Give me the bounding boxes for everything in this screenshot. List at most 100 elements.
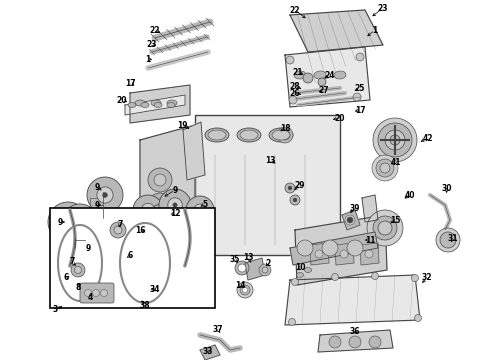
- Circle shape: [194, 204, 206, 216]
- Circle shape: [186, 196, 214, 224]
- Ellipse shape: [208, 130, 226, 140]
- Circle shape: [372, 155, 398, 181]
- Polygon shape: [318, 330, 393, 352]
- Circle shape: [48, 202, 88, 242]
- Ellipse shape: [272, 130, 290, 140]
- Ellipse shape: [135, 100, 145, 106]
- Circle shape: [315, 250, 323, 258]
- Circle shape: [373, 216, 397, 240]
- Bar: [50, 208, 215, 308]
- Circle shape: [93, 289, 99, 297]
- Ellipse shape: [240, 130, 258, 140]
- Circle shape: [289, 96, 297, 104]
- Text: 24: 24: [325, 71, 335, 80]
- Text: 38: 38: [140, 301, 150, 310]
- Circle shape: [133, 195, 163, 225]
- Circle shape: [156, 212, 168, 224]
- Text: 33: 33: [203, 347, 213, 356]
- Text: 22: 22: [290, 5, 300, 14]
- Circle shape: [62, 204, 98, 240]
- Circle shape: [141, 203, 155, 217]
- Circle shape: [84, 264, 92, 272]
- Text: 18: 18: [280, 123, 290, 132]
- Circle shape: [154, 174, 166, 186]
- Text: 42: 42: [423, 134, 433, 143]
- Circle shape: [65, 219, 71, 225]
- Circle shape: [353, 93, 361, 101]
- Text: 5: 5: [202, 199, 208, 208]
- FancyBboxPatch shape: [195, 115, 340, 255]
- Polygon shape: [290, 232, 378, 265]
- Circle shape: [102, 193, 107, 197]
- Ellipse shape: [151, 100, 161, 106]
- Text: 28: 28: [290, 81, 300, 90]
- Circle shape: [160, 216, 164, 220]
- Text: 10: 10: [295, 264, 305, 273]
- Text: 27: 27: [318, 86, 329, 95]
- Ellipse shape: [334, 71, 346, 79]
- Text: 30: 30: [442, 184, 452, 193]
- Text: 15: 15: [390, 216, 400, 225]
- Circle shape: [345, 215, 355, 225]
- Circle shape: [262, 267, 268, 273]
- Circle shape: [104, 264, 112, 272]
- Text: 1: 1: [146, 54, 150, 63]
- Circle shape: [148, 168, 172, 192]
- Circle shape: [436, 228, 460, 252]
- Circle shape: [87, 279, 109, 301]
- Polygon shape: [130, 85, 190, 123]
- Text: 16: 16: [135, 225, 145, 234]
- Text: 9: 9: [95, 201, 99, 210]
- Circle shape: [390, 135, 400, 145]
- Circle shape: [293, 198, 297, 202]
- Text: 4: 4: [87, 293, 93, 302]
- Circle shape: [198, 208, 202, 212]
- Text: 23: 23: [378, 4, 388, 13]
- Circle shape: [98, 258, 118, 278]
- Text: 17: 17: [124, 78, 135, 87]
- Circle shape: [106, 272, 130, 296]
- Circle shape: [143, 230, 153, 240]
- Text: 7: 7: [69, 257, 74, 266]
- Circle shape: [289, 319, 295, 325]
- Text: 40: 40: [405, 190, 415, 199]
- Text: 17: 17: [355, 105, 366, 114]
- Text: 39: 39: [350, 203, 360, 212]
- Text: 20: 20: [335, 113, 345, 122]
- Circle shape: [159, 189, 191, 221]
- Polygon shape: [342, 210, 360, 230]
- Circle shape: [349, 336, 361, 348]
- Text: 1: 1: [372, 26, 378, 35]
- Circle shape: [97, 289, 99, 291]
- Text: 37: 37: [213, 325, 223, 334]
- Ellipse shape: [167, 103, 175, 108]
- Ellipse shape: [237, 128, 261, 142]
- Circle shape: [415, 315, 421, 321]
- Circle shape: [65, 269, 91, 295]
- Text: 13: 13: [265, 156, 275, 165]
- Circle shape: [369, 336, 381, 348]
- Text: 11: 11: [365, 235, 375, 244]
- Polygon shape: [335, 243, 354, 265]
- Text: 8: 8: [75, 284, 81, 292]
- Circle shape: [318, 78, 326, 86]
- Circle shape: [146, 233, 150, 237]
- Text: 21: 21: [293, 68, 303, 77]
- Circle shape: [286, 56, 294, 64]
- Circle shape: [84, 289, 92, 297]
- Circle shape: [297, 240, 313, 256]
- Circle shape: [148, 193, 172, 217]
- Circle shape: [282, 132, 288, 138]
- Polygon shape: [285, 275, 420, 325]
- Circle shape: [87, 177, 123, 213]
- Text: 6: 6: [127, 251, 133, 260]
- Ellipse shape: [141, 103, 149, 108]
- Circle shape: [102, 226, 107, 230]
- Circle shape: [113, 279, 123, 289]
- Ellipse shape: [314, 71, 326, 79]
- Circle shape: [365, 250, 373, 258]
- Circle shape: [347, 240, 363, 256]
- Text: 23: 23: [147, 40, 157, 49]
- Polygon shape: [295, 215, 387, 285]
- Ellipse shape: [205, 128, 229, 142]
